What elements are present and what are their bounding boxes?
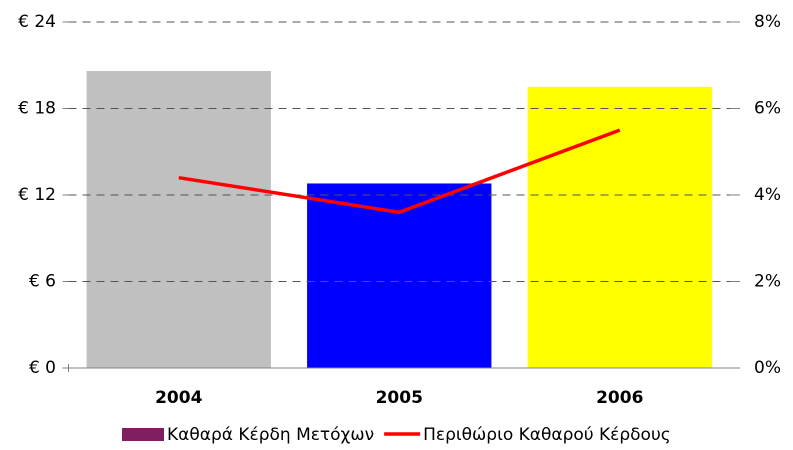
x-tick-label: 2004 — [155, 388, 202, 408]
y-tick-label: € 6 — [29, 272, 56, 292]
bar — [307, 183, 492, 368]
y-tick-label: € 0 — [29, 358, 56, 378]
legend-swatch — [122, 428, 164, 441]
bar — [86, 71, 271, 369]
bar — [527, 86, 712, 368]
x-tick-label: 2005 — [376, 388, 423, 408]
y2-tick-label: 4% — [754, 185, 781, 205]
y2-tick-label: 6% — [754, 99, 781, 119]
y2-tick-label: 0% — [754, 358, 781, 378]
y-tick-label: € 24 — [18, 12, 56, 32]
y2-tick-label: 8% — [754, 12, 781, 32]
y2-tick-label: 2% — [754, 272, 781, 292]
legend-label: Περιθώριο Καθαρού Κέρδους — [423, 425, 671, 445]
line — [178, 128, 621, 215]
legend-label: Καθαρά Κέρδη Μετόχων — [167, 425, 374, 445]
y-tick-label: € 12 — [18, 185, 56, 205]
x-tick-label: 2006 — [596, 388, 643, 408]
y-tick-label: € 18 — [18, 99, 56, 119]
